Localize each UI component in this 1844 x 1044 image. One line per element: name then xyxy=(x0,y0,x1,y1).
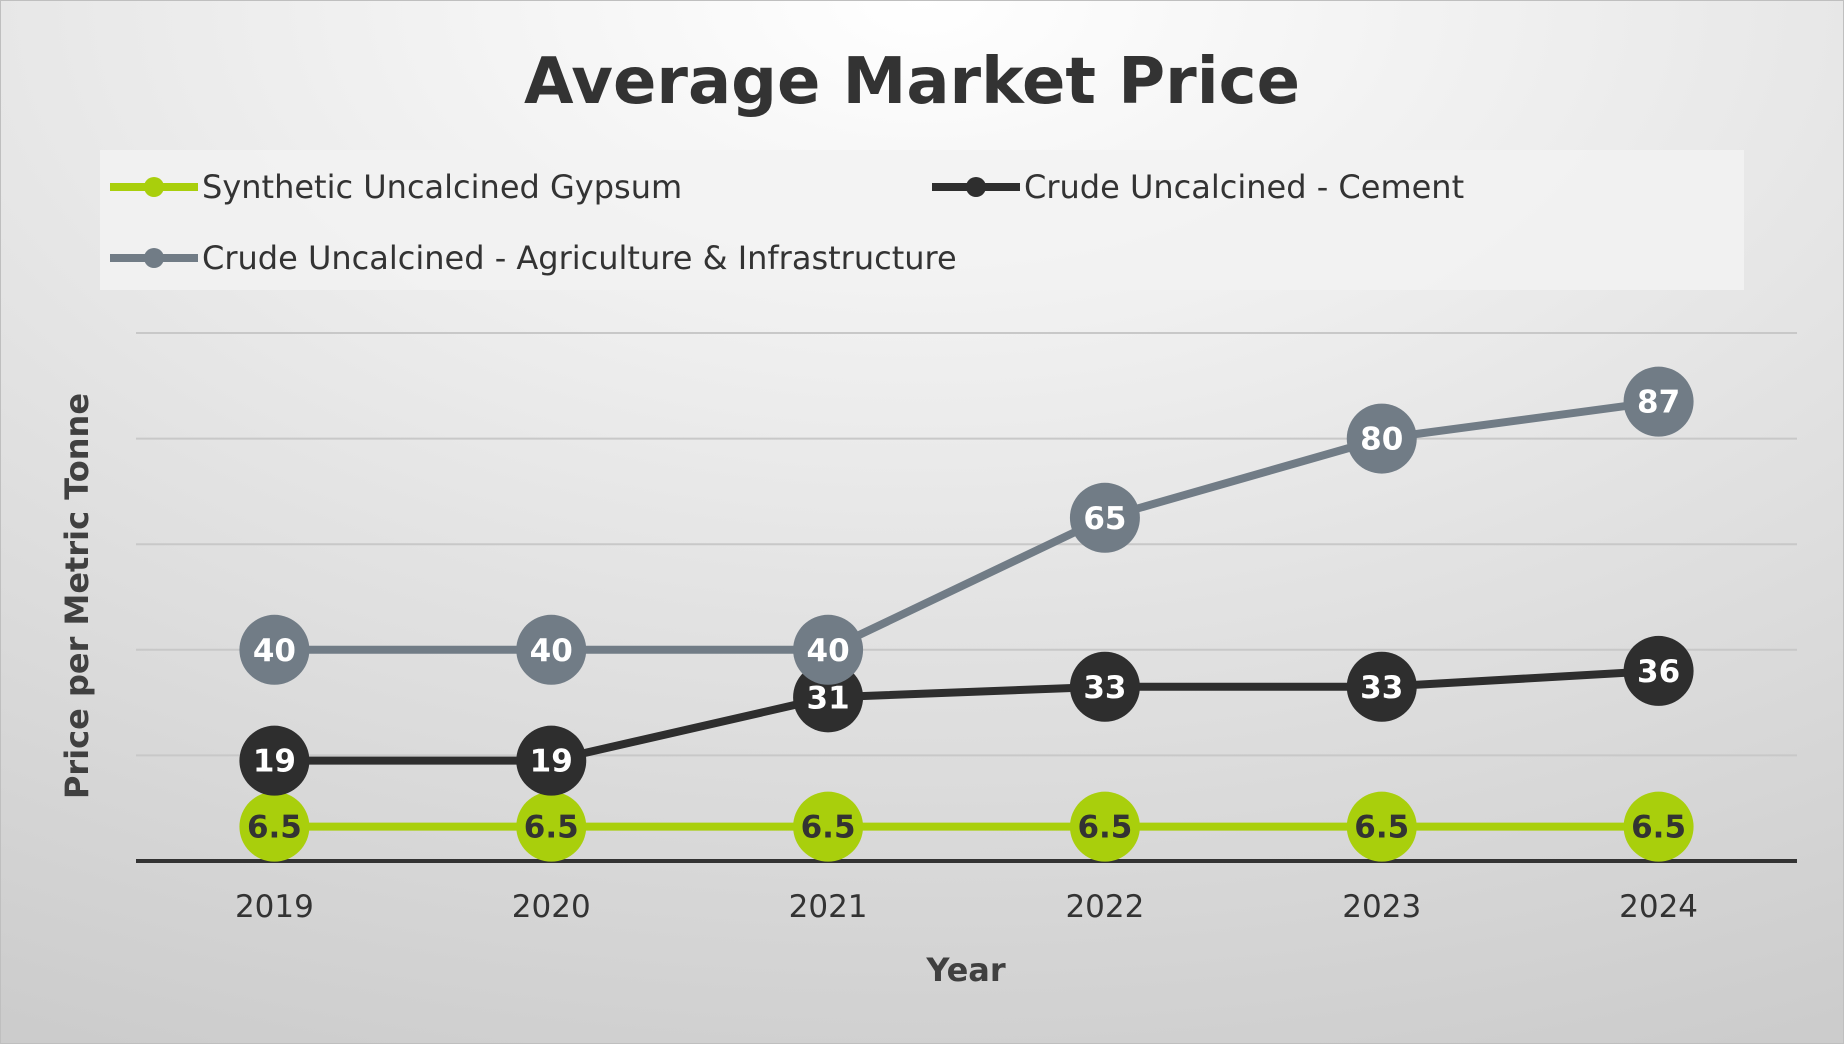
data-label: 6.5 xyxy=(1354,810,1409,846)
x-tick-label: 2019 xyxy=(235,889,314,925)
x-tick-label: 2022 xyxy=(1065,889,1144,925)
legend-box xyxy=(100,150,1744,290)
data-point xyxy=(1623,791,1694,862)
legend-label: Synthetic Uncalcined Gypsum xyxy=(202,168,682,206)
data-label: 6.5 xyxy=(801,810,856,846)
data-label: 87 xyxy=(1637,385,1680,421)
legend: Synthetic Uncalcined Gypsum Crude Uncalci… xyxy=(110,168,1464,277)
series-2: 19 19 31 33 33 36 xyxy=(239,635,1694,796)
legend-marker xyxy=(144,177,164,197)
data-label: 40 xyxy=(253,633,296,669)
data-point xyxy=(239,614,310,685)
series-line xyxy=(274,397,1660,654)
data-point xyxy=(1346,403,1417,474)
legend-label: Crude Uncalcined - Cement xyxy=(1024,168,1464,206)
data-label: 19 xyxy=(253,744,296,780)
x-tick-label: 2023 xyxy=(1342,889,1421,925)
series-line xyxy=(274,666,1659,765)
legend-item: Synthetic Uncalcined Gypsum xyxy=(110,168,682,206)
data-point xyxy=(516,614,587,685)
chart-title: Average Market Price xyxy=(524,45,1300,119)
data-point xyxy=(793,614,864,685)
data-point xyxy=(1623,635,1694,706)
x-axis: 2019 2020 2021 2022 2023 2024 xyxy=(136,859,1797,925)
data-point xyxy=(1346,651,1417,722)
data-label: 6.5 xyxy=(1631,810,1686,846)
data-point xyxy=(1623,366,1694,437)
legend-item: Crude Uncalcined - Cement xyxy=(932,168,1464,206)
data-label: 36 xyxy=(1637,654,1680,690)
data-label: 33 xyxy=(1360,670,1403,706)
x-tick-label: 2021 xyxy=(789,889,868,925)
legend-marker xyxy=(144,248,164,268)
series-3: 40 40 40 65 80 87 xyxy=(239,366,1694,685)
data-point xyxy=(1069,651,1140,722)
data-point xyxy=(516,791,587,862)
x-axis-title: Year xyxy=(925,951,1006,989)
data-point xyxy=(793,791,864,862)
data-label: 6.5 xyxy=(1077,810,1132,846)
data-label: 31 xyxy=(807,680,850,716)
series-area: 6.5 6.5 6.5 6.5 6.5 6.5 19 19 31 33 33 36 40 40 40 65 80… xyxy=(239,366,1694,862)
data-point xyxy=(239,725,310,796)
legend-item: Crude Uncalcined - Agriculture & Infrast… xyxy=(110,239,957,277)
data-point xyxy=(1069,482,1140,553)
data-point xyxy=(516,725,587,796)
data-label: 6.5 xyxy=(247,810,302,846)
legend-label: Crude Uncalcined - Agriculture & Infrast… xyxy=(202,239,957,277)
data-label: 80 xyxy=(1360,422,1403,458)
data-label: 33 xyxy=(1083,670,1126,706)
x-tick-label: 2020 xyxy=(512,889,591,925)
data-point xyxy=(239,791,310,862)
data-label: 6.5 xyxy=(524,810,579,846)
series-1: 6.5 6.5 6.5 6.5 6.5 6.5 xyxy=(239,791,1694,862)
data-label: 19 xyxy=(530,744,573,780)
data-point xyxy=(1346,791,1417,862)
data-label: 40 xyxy=(530,633,573,669)
data-label: 40 xyxy=(807,633,850,669)
x-tick-label: 2024 xyxy=(1619,889,1698,925)
legend-marker xyxy=(966,177,986,197)
data-point xyxy=(1069,791,1140,862)
data-label: 65 xyxy=(1083,501,1126,537)
y-axis-title: Price per Metric Tonne xyxy=(58,393,96,799)
